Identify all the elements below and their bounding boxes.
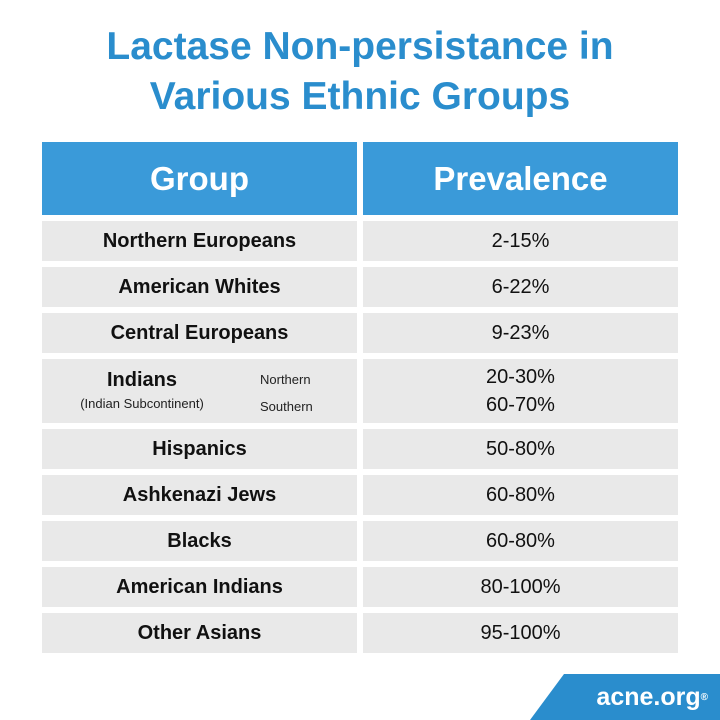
group-cell: American Whites — [42, 267, 357, 307]
group-name: Indians — [106, 369, 177, 391]
logo-text: acne.org — [596, 682, 701, 711]
group-cell: American Indians — [42, 567, 357, 607]
region-label-southern: Southern — [260, 399, 313, 414]
prevalence-cell: 60-80% — [363, 521, 678, 561]
table-row: Other Asians 95-100% — [42, 613, 678, 653]
table-row: Central Europeans 9-23% — [42, 313, 678, 353]
page-title: Lactase Non-persistance in Various Ethni… — [0, 22, 720, 122]
group-cell: Central Europeans — [42, 313, 357, 353]
group-cell: Hispanics — [42, 429, 357, 469]
prevalence-southern: 60-70% — [486, 394, 555, 416]
table-row: Northern Europeans 2-15% — [42, 221, 678, 261]
table-header-row: Group Prevalence — [42, 142, 678, 215]
prevalence-table: Group Prevalence Northern Europeans 2-15… — [42, 142, 678, 659]
title-line-2: Various Ethnic Groups — [149, 75, 571, 118]
group-cell: Blacks — [42, 521, 357, 561]
group-cell: Ashkenazi Jews — [42, 475, 357, 515]
registered-mark: ® — [700, 691, 708, 703]
prevalence-cell: 9-23% — [363, 313, 678, 353]
prevalence-cell: 6-22% — [363, 267, 678, 307]
table-row: Hispanics 50-80% — [42, 429, 678, 469]
group-cell: Other Asians — [42, 613, 357, 653]
prevalence-cell: 80-100% — [363, 567, 678, 607]
table-row: American Whites 6-22% — [42, 267, 678, 307]
prevalence-cell: 95-100% — [363, 613, 678, 653]
prevalence-cell: 50-80% — [363, 429, 678, 469]
table-row: Ashkenazi Jews 60-80% — [42, 475, 678, 515]
prevalence-northern: 20-30% — [486, 366, 555, 388]
title-line-1: Lactase Non-persistance in — [106, 25, 614, 68]
group-cell: Northern Europeans — [42, 221, 357, 261]
table-row: American Indians 80-100% — [42, 567, 678, 607]
acne-org-logo: acne.org ® — [530, 674, 720, 720]
group-cell: Indians (Indian Subcontinent) Northern S… — [42, 359, 357, 423]
region-label-northern: Northern — [260, 372, 311, 387]
group-subtitle: (Indian Subcontinent) — [80, 396, 204, 411]
table-row-indians: Indians (Indian Subcontinent) Northern S… — [42, 359, 678, 423]
table-row: Blacks 60-80% — [42, 521, 678, 561]
prevalence-cell: 20-30% 60-70% — [363, 359, 678, 423]
prevalence-cell: 60-80% — [363, 475, 678, 515]
header-prevalence: Prevalence — [363, 142, 678, 215]
header-group: Group — [42, 142, 357, 215]
prevalence-cell: 2-15% — [363, 221, 678, 261]
